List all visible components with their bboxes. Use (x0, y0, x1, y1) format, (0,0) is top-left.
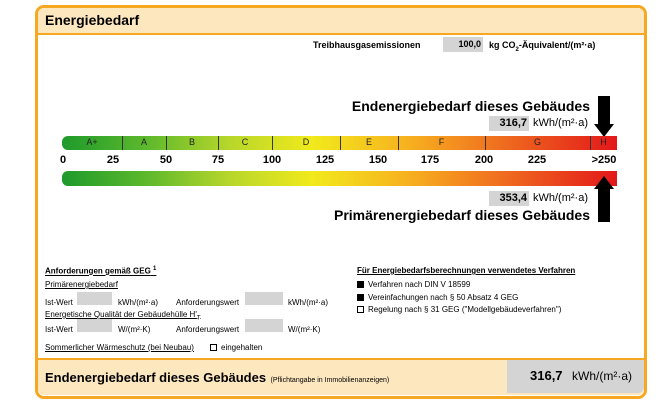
text: eingehalten (221, 343, 263, 352)
scale-tick-label: 50 (159, 154, 173, 166)
input-box (245, 319, 283, 332)
class-label: D (302, 137, 310, 147)
footer-value: 316,7 (530, 368, 563, 383)
primary-req-title: Primärenergiebedarf (45, 280, 118, 289)
note: (Pflichtangabe in Immobilienanzeigen) (270, 377, 390, 384)
unit-rest: -Äquivalent/(m²·a) (518, 40, 596, 50)
emission-unit: kg CO2-Äquivalent/(m²·a) (489, 40, 595, 53)
class-bar: A+ A B C D E F G H (62, 136, 617, 150)
methods-title: Für Energiebedarfsberechnungen verwendet… (357, 266, 576, 275)
footer-unit: kWh/(m²·a) (572, 369, 632, 383)
checkbox (357, 293, 364, 301)
class-divider (122, 136, 123, 150)
end-energy-value: 316,7 (489, 116, 529, 131)
label: Ist-Wert (45, 325, 73, 334)
header-bar (38, 8, 644, 35)
class-divider (590, 136, 591, 150)
class-divider (166, 136, 167, 150)
label: Anforderungswert (176, 298, 240, 307)
summer-title: Sommerlicher Wärmeschutz (bei Neubau) (45, 343, 194, 352)
class-label: E (365, 137, 373, 147)
requirements-title: Anforderungen gemäß GEG 1 (45, 266, 156, 276)
scale-tick-label: 0 (59, 154, 67, 166)
text: Endenergiebedarf dieses Gebäudes (45, 370, 267, 385)
class-divider (272, 136, 273, 150)
unit: kg CO (489, 40, 516, 50)
class-divider (218, 136, 219, 150)
scale-tick-label: 75 (211, 154, 225, 166)
checkbox (357, 306, 364, 313)
unit: W/(m²·K) (118, 325, 151, 334)
unit-sub: 2 (515, 46, 519, 53)
method-item: Vereinfachungen nach § 50 Absatz 4 GEG (357, 293, 518, 302)
frame (35, 5, 647, 399)
primary-energy-value: 353,4 (489, 191, 529, 206)
class-label: C (241, 137, 249, 147)
class-divider (340, 136, 341, 150)
method-item: Verfahren nach DIN V 18599 (357, 280, 470, 289)
method-item: Regelung nach § 31 GEG ("Modellgebäudeve… (357, 305, 561, 314)
class-divider (398, 136, 399, 150)
scale-tick-label: 25 (106, 154, 120, 166)
primary-energy-unit: kWh/(m²·a) (533, 192, 588, 204)
scale-tick-label: >250 (591, 154, 617, 166)
scale-tick-label: 225 (527, 154, 547, 166)
checkbox (357, 281, 364, 288)
scale-tick-label: 175 (420, 154, 440, 166)
sup: 1 (153, 266, 157, 272)
scale-bar (62, 171, 617, 186)
label: Anforderungswert (176, 325, 240, 334)
text: Energetische Qualität der Gebäudehülle H… (45, 310, 197, 319)
checkbox (210, 344, 217, 351)
scale-tick-label: 150 (368, 154, 388, 166)
footer-value-box (507, 360, 644, 393)
end-energy-title: Endenergiebedarf dieses Gebäudes (351, 98, 590, 114)
unit: W/(m²·K) (288, 325, 321, 334)
class-label: A+ (86, 137, 98, 147)
class-label: A (140, 137, 148, 147)
text: Verfahren nach DIN V 18599 (368, 280, 471, 289)
unit: kWh/(m²·a) (288, 298, 328, 307)
label: Ist-Wert (45, 298, 73, 307)
end-energy-unit: kWh/(m²·a) (533, 117, 588, 129)
footer-title: Endenergiebedarf dieses Gebäudes (Pflich… (45, 369, 389, 387)
sub: T (196, 315, 201, 322)
envelope-title: Energetische Qualität der Gebäudehülle H… (45, 310, 201, 322)
emission-value: 100,0 (443, 37, 483, 52)
scale-tick-label: 125 (315, 154, 335, 166)
scale-tick-label: 100 (262, 154, 282, 166)
text: Regelung nach § 31 GEG ("Modellgebäudeve… (368, 305, 562, 314)
primary-energy-title: Primärenergiebedarf dieses Gebäudes (334, 207, 590, 223)
input-box (77, 319, 112, 332)
class-label: B (188, 137, 196, 147)
class-label: H (600, 137, 607, 147)
unit: kWh/(m²·a) (118, 298, 158, 307)
primary-energy-arrow (594, 176, 614, 222)
class-divider (485, 136, 486, 150)
text: Vereinfachungen nach § 50 Absatz 4 GEG (368, 292, 519, 302)
summer-option: eingehalten (210, 343, 262, 352)
class-label: F (438, 137, 445, 147)
class-label: G (533, 137, 542, 147)
text: Anforderungen gemäß GEG (45, 266, 151, 276)
emission-label: Treibhausgasemissionen (313, 40, 421, 50)
header-title: Energiebedarf (45, 12, 140, 28)
input-box (77, 292, 112, 305)
scale-tick-label: 200 (474, 154, 494, 166)
input-box (245, 292, 283, 305)
end-energy-arrow (594, 96, 614, 137)
